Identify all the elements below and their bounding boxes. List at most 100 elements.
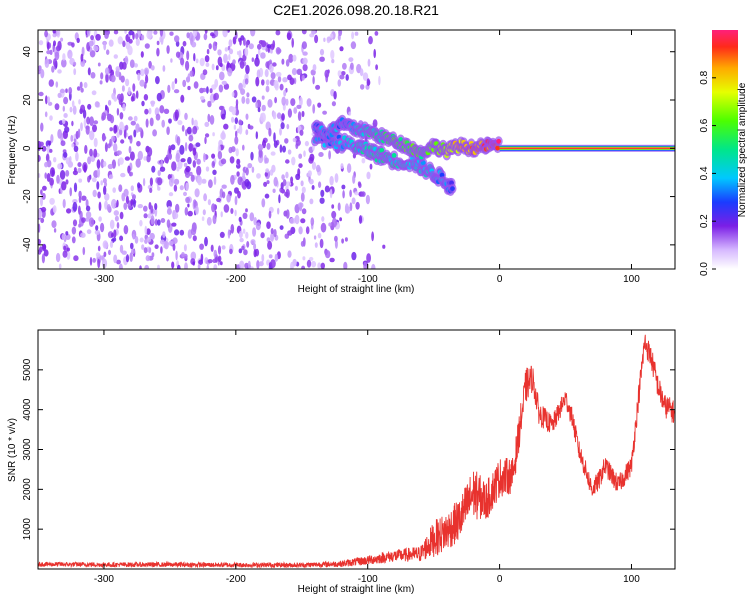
noise-speck (287, 149, 292, 155)
noise-speck (108, 174, 114, 180)
noise-speck (279, 83, 284, 91)
noise-speck (204, 121, 210, 127)
noise-speck (112, 187, 116, 193)
noise-speck (119, 244, 124, 254)
noise-speck (382, 244, 386, 249)
noise-speck (238, 50, 242, 59)
noise-speck (205, 62, 210, 67)
x-tick-label: -100 (358, 274, 378, 285)
noise-speck (92, 124, 97, 133)
noise-speck (260, 112, 266, 123)
noise-speck (293, 107, 298, 114)
noise-speck (57, 69, 62, 74)
noise-speck (337, 79, 342, 87)
noise-speck (319, 238, 324, 249)
noise-speck (341, 238, 344, 244)
noise-speck (65, 88, 68, 93)
noise-speck (134, 63, 138, 68)
noise-speck (298, 163, 303, 169)
noise-speck (236, 128, 240, 134)
noise-speck (273, 80, 279, 89)
noise-speck (378, 75, 381, 86)
noise-speck (366, 253, 371, 263)
noise-speck (58, 263, 62, 269)
noise-speck (301, 41, 307, 50)
noise-speck (212, 169, 217, 175)
noise-speck (129, 151, 135, 161)
noise-speck (38, 65, 42, 72)
noise-speck (68, 53, 72, 59)
y-tick-label: 20 (22, 94, 33, 106)
noise-speck (54, 51, 60, 61)
noise-speck (182, 40, 187, 47)
noise-speck (109, 115, 115, 124)
noise-speck (195, 205, 199, 215)
noise-speck (195, 58, 199, 64)
noise-speck (38, 173, 41, 178)
noise-speck (294, 185, 298, 191)
noise-speck (182, 79, 187, 88)
noise-speck (111, 232, 114, 238)
noise-speck (96, 168, 101, 178)
noise-speck (141, 244, 145, 250)
noise-speck (70, 134, 74, 142)
noise-speck (231, 146, 236, 153)
noise-speck (301, 110, 305, 118)
noise-speck (184, 207, 188, 216)
noise-speck (346, 163, 352, 174)
noise-speck (95, 252, 101, 258)
noise-speck (290, 98, 296, 107)
noise-speck (146, 228, 151, 236)
noise-speck (109, 127, 113, 132)
noise-speck (71, 143, 75, 148)
noise-speck (306, 259, 312, 268)
noise-speck (311, 185, 315, 190)
noise-speck (250, 151, 254, 161)
noise-speck (49, 167, 56, 178)
noise-speck (284, 138, 289, 144)
noise-speck (196, 165, 202, 176)
noise-speck (99, 80, 103, 85)
noise-speck (373, 48, 377, 59)
noise-speck (212, 258, 217, 263)
noise-speck (157, 264, 160, 269)
noise-speck (60, 140, 66, 147)
noise-speck (206, 264, 210, 269)
noise-speck (213, 176, 217, 186)
noise-speck (315, 84, 321, 90)
noise-speck (242, 212, 248, 219)
noise-speck (40, 189, 43, 196)
noise-speck (285, 159, 290, 164)
noise-speck (185, 182, 189, 191)
noise-speck (328, 222, 332, 227)
noise-speck (41, 253, 46, 264)
noise-speck (245, 64, 250, 75)
noise-speck (234, 209, 237, 217)
noise-speck (68, 87, 73, 95)
noise-speck (120, 139, 125, 144)
noise-speck (62, 151, 68, 158)
track-point (379, 148, 385, 153)
noise-speck (339, 217, 342, 222)
noise-speck (265, 168, 270, 173)
noise-speck (52, 30, 56, 35)
noise-speck (270, 151, 276, 156)
noise-speck (265, 61, 270, 69)
noise-speck (132, 233, 135, 240)
noise-speck (107, 163, 114, 170)
noise-speck (155, 76, 160, 85)
noise-speck (83, 82, 88, 89)
noise-speck (111, 198, 117, 209)
noise-speck (321, 216, 325, 222)
noise-speck (38, 154, 41, 163)
noise-speck (84, 217, 90, 222)
noise-speck (219, 261, 223, 266)
noise-speck (266, 44, 272, 49)
noise-speck (135, 38, 140, 46)
noise-speck (287, 74, 292, 81)
noise-speck (229, 156, 235, 164)
noise-speck (62, 118, 66, 125)
noise-speck (315, 164, 321, 173)
noise-speck (38, 249, 42, 255)
